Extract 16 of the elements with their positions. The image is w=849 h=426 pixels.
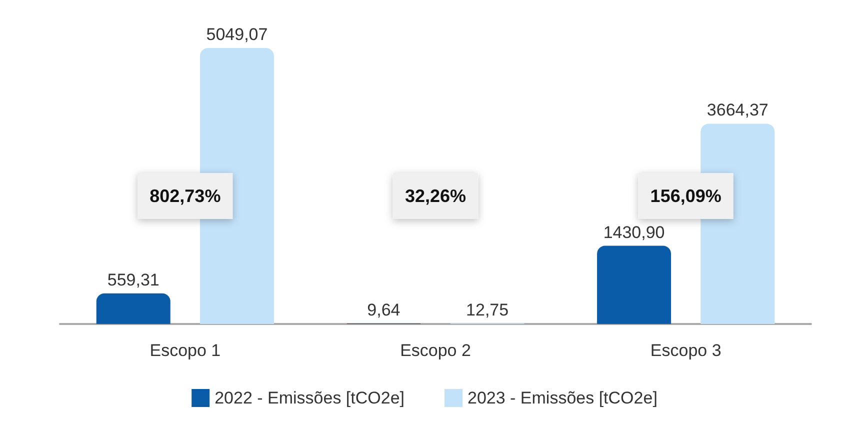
- data-label: 12,75: [466, 300, 509, 320]
- data-label: 1430,90: [603, 222, 665, 242]
- x-tick-label: Escopo 3: [650, 341, 722, 360]
- bar: [96, 293, 170, 324]
- x-tick-label: Escopo 1: [150, 341, 221, 360]
- annotation: 802,73%: [150, 186, 221, 206]
- data-label: 9,64: [367, 300, 400, 320]
- legend-label: 2023 - Emissões [tCO2e]: [468, 388, 658, 408]
- annotation: 32,26%: [404, 186, 466, 206]
- legend-label: 2022 - Emissões [tCO2e]: [214, 388, 405, 408]
- data-label: 5049,07: [206, 25, 268, 44]
- bar: [597, 246, 672, 324]
- data-label: 3664,37: [706, 100, 768, 120]
- annotation: 156,09%: [650, 186, 722, 206]
- x-tick-label: Escopo 2: [400, 341, 471, 360]
- data-label: 559,31: [107, 270, 160, 290]
